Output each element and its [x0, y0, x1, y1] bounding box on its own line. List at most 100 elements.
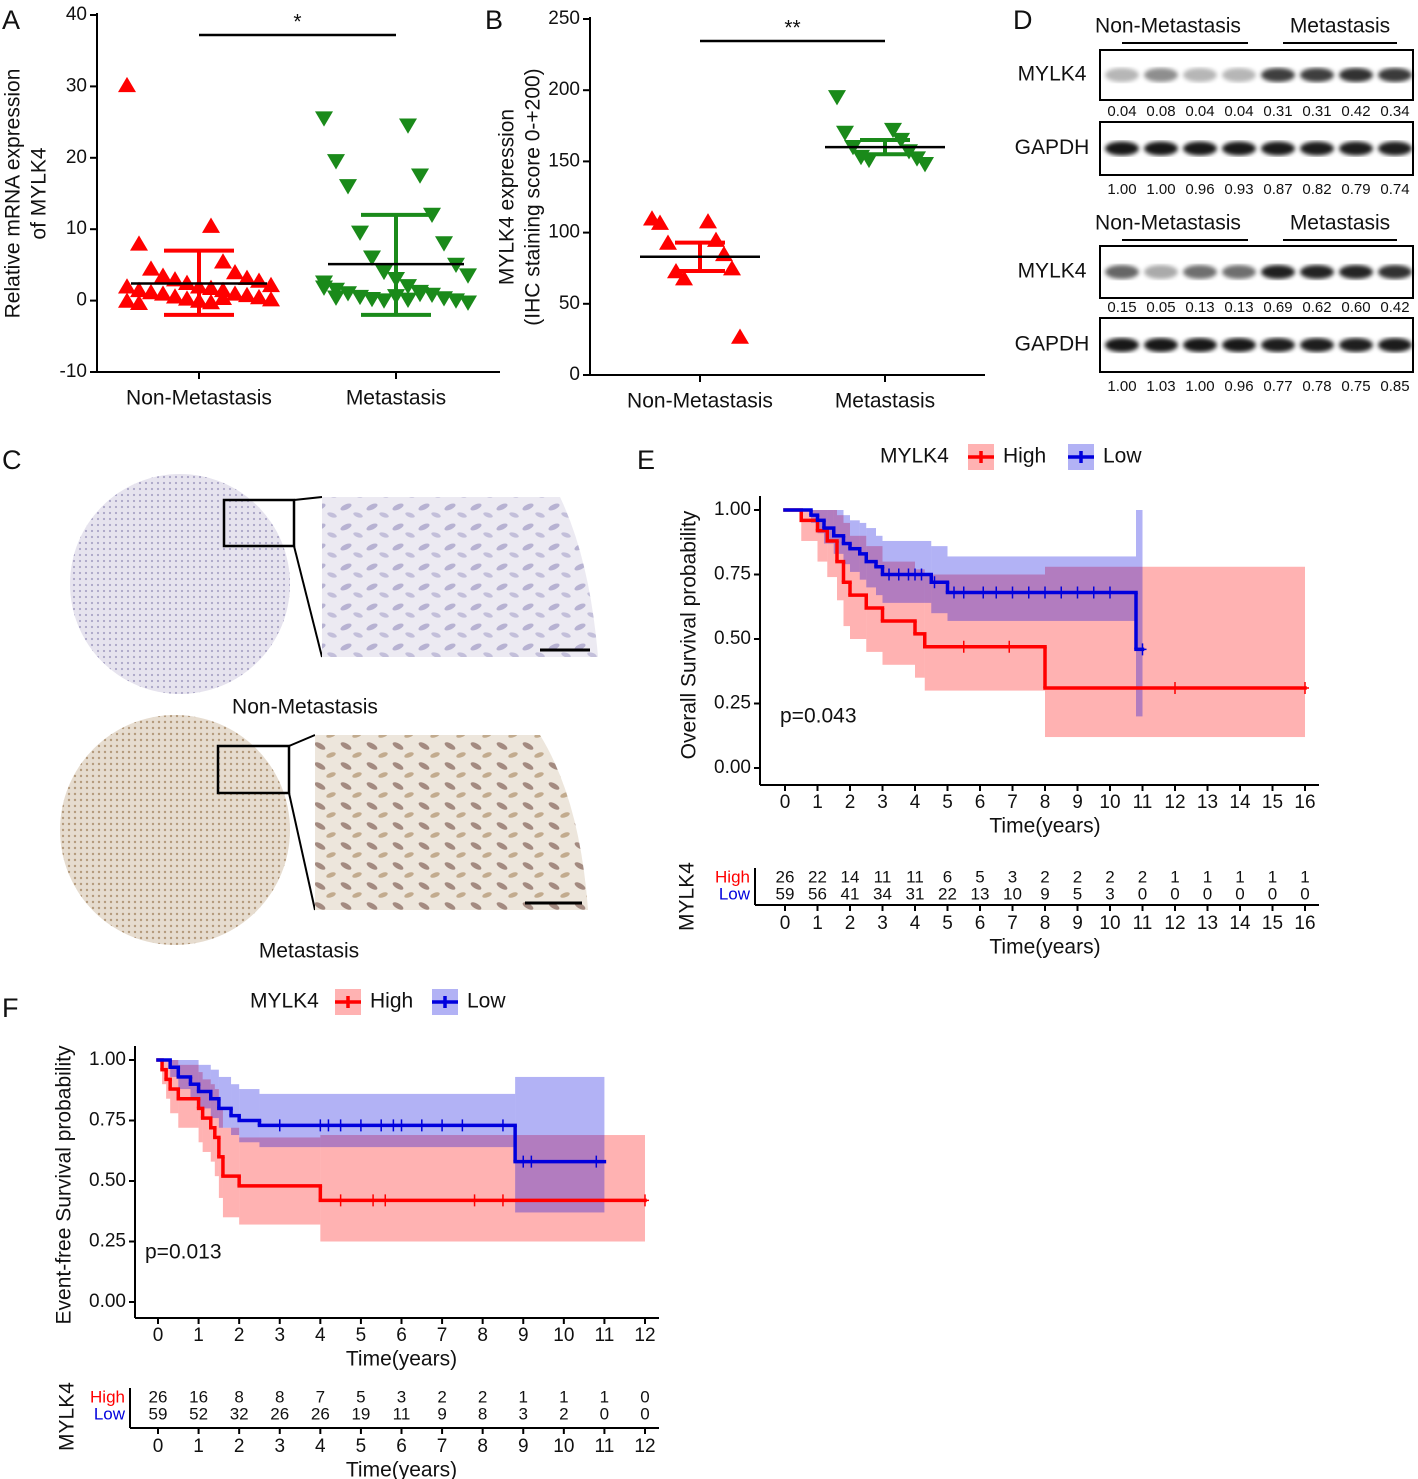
- tissue-core: [70, 474, 290, 694]
- x-tick-label: Non-Metastasis: [627, 390, 773, 413]
- point: [226, 263, 244, 280]
- ihc-panel: C Non-Metastasis Metastasis: [2, 445, 598, 963]
- x-tick-label: 2: [234, 1325, 245, 1346]
- blot-band: [1105, 265, 1139, 279]
- point: [178, 290, 196, 306]
- risk-count: 5: [975, 867, 984, 886]
- blot-value: 0.60: [1341, 299, 1370, 316]
- point: [916, 157, 934, 173]
- significance: *: [293, 11, 301, 34]
- blot-band: [1261, 68, 1295, 82]
- risk-time-label: 3: [274, 1436, 285, 1457]
- ci-band: [1136, 510, 1143, 717]
- blot-band: [1222, 338, 1256, 352]
- point: [118, 278, 136, 294]
- ci-band: [239, 1137, 321, 1225]
- y-tick-label: 0.25: [714, 693, 751, 714]
- ci-band: [178, 1064, 199, 1128]
- risk-time-label: 12: [1164, 913, 1185, 934]
- risk-count: 1: [1235, 867, 1244, 886]
- censor-mark: [1073, 586, 1082, 599]
- blot-band: [1144, 338, 1178, 352]
- risk-count: 26: [149, 1387, 168, 1406]
- x-tick-label: Non-Metastasis: [126, 387, 272, 410]
- x-tick-label: 10: [1099, 792, 1120, 813]
- censor-mark: [498, 1119, 507, 1132]
- x-tick-label: 11: [1133, 792, 1153, 813]
- blot-band: [1183, 68, 1217, 82]
- blot-band: [1183, 338, 1217, 352]
- tissue-core: [60, 715, 290, 945]
- zoom-box: [222, 498, 296, 548]
- blot-value: 0.34: [1380, 103, 1409, 120]
- ci-band: [915, 569, 925, 678]
- zoom-line: [293, 545, 323, 658]
- censor-mark: [1008, 586, 1017, 599]
- legend-key-line: [968, 451, 994, 463]
- significance: **: [784, 17, 800, 40]
- censor-mark: [1041, 586, 1049, 599]
- blot-band: [1144, 68, 1178, 82]
- ci-band: [837, 515, 844, 601]
- point: [399, 292, 417, 308]
- risk-count: 0: [1300, 884, 1309, 903]
- blot-value: 0.77: [1263, 378, 1292, 395]
- risk-time-label: 6: [396, 1436, 407, 1457]
- risk-count: 8: [234, 1387, 243, 1406]
- x-tick-label: 7: [437, 1325, 448, 1346]
- risk-row-label: Low: [719, 884, 751, 903]
- y-axis-title: MYLK4 expression: [496, 109, 519, 285]
- risk-time-label: 3: [877, 913, 888, 934]
- point: [699, 213, 717, 229]
- y-tick-label: 0.00: [714, 757, 751, 778]
- x-tick-label: 5: [356, 1325, 367, 1346]
- blot-band: [1261, 265, 1295, 279]
- point: [459, 268, 477, 284]
- point: [908, 151, 926, 167]
- blot-value: 1.00: [1185, 378, 1214, 395]
- censor-mark: [389, 1119, 398, 1132]
- risk-count: 5: [356, 1387, 365, 1406]
- zoom-line: [293, 496, 323, 501]
- blot-value: 1.00: [1107, 378, 1136, 395]
- blot-value: 0.93: [1224, 181, 1253, 198]
- censor-mark: [885, 568, 893, 581]
- blot-value: 0.74: [1380, 181, 1409, 198]
- blot-band: [1378, 68, 1412, 82]
- risk-count: 52: [189, 1404, 208, 1423]
- blot-value: 0.15: [1107, 299, 1136, 316]
- group-label: Metastasis: [1290, 15, 1390, 38]
- risk-count: 9: [437, 1404, 446, 1423]
- blot-band: [1222, 265, 1256, 279]
- y-tick-label: 50: [559, 293, 580, 314]
- legend-label: Low: [1103, 445, 1142, 468]
- x-tick-label: 10: [553, 1325, 574, 1346]
- risk-time-label: 5: [356, 1436, 367, 1457]
- censor-mark: [324, 1119, 333, 1132]
- point: [675, 270, 693, 286]
- ci-band: [210, 1069, 219, 1119]
- x-tick-label: 0: [780, 792, 791, 813]
- blot-band: [1378, 265, 1412, 279]
- point: [731, 328, 749, 344]
- y-tick-label: 0.00: [89, 1291, 126, 1312]
- point: [351, 225, 369, 241]
- point: [399, 118, 417, 134]
- blot-band: [1339, 68, 1373, 82]
- ci-band: [222, 1127, 240, 1218]
- risk-count: 3: [1105, 884, 1114, 903]
- blot-band: [1105, 68, 1139, 82]
- point: [315, 280, 333, 296]
- p-value: p=0.013: [145, 1241, 222, 1264]
- point: [723, 260, 741, 276]
- point: [327, 290, 345, 306]
- x-tick-label: 9: [518, 1325, 529, 1346]
- risk-time-label: 4: [910, 913, 921, 934]
- ci-band: [515, 1076, 605, 1213]
- x-tick-label: 13: [1197, 792, 1218, 813]
- ci-band: [833, 510, 844, 554]
- censor-mark: [1138, 643, 1147, 656]
- censor-mark: [979, 586, 988, 599]
- blot-band: [1183, 265, 1217, 279]
- risk-count: 2: [1105, 867, 1114, 886]
